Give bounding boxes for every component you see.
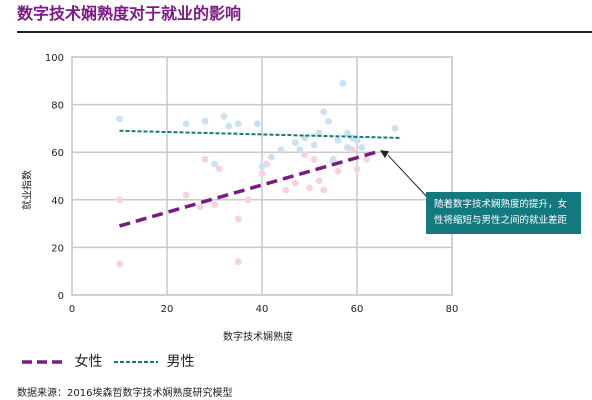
female-data-point: [353, 165, 361, 173]
male-data-point: [253, 120, 261, 128]
y-tick-label: 60: [51, 148, 64, 159]
male-data-point: [315, 129, 323, 137]
y-tick-label: 100: [45, 53, 64, 64]
legend-label-female: 女性: [74, 354, 103, 370]
callout-arrow-head: [380, 150, 389, 159]
male-data-point: [291, 139, 299, 147]
male-data-point: [310, 141, 318, 149]
male-data-point: [344, 129, 351, 137]
male-data-point: [334, 136, 342, 144]
male-data-point: [268, 153, 275, 161]
female-data-point: [320, 186, 328, 194]
male-data-point: [225, 122, 233, 130]
female-data-point: [310, 155, 318, 163]
legend-item-male: 男性: [112, 351, 194, 371]
x-tick-label: 40: [256, 304, 269, 315]
male-trend-line: [119, 129, 400, 139]
male-data-point: [344, 144, 351, 151]
female-data-point: [301, 151, 309, 158]
callout-box: 随着数字技术娴熟度的提升，女性将缩短与男性之间的就业差距: [426, 192, 581, 234]
male-data-point: [116, 115, 123, 123]
female-data-point: [363, 155, 370, 163]
female-data-point: [116, 260, 123, 268]
male-data-point: [277, 146, 285, 154]
y-tick-label: 0: [58, 291, 64, 302]
male-data-point: [201, 117, 209, 125]
male-data-point: [320, 108, 328, 116]
female-data-point: [234, 258, 242, 266]
female-data-point: [334, 167, 342, 175]
female-data-point: [116, 196, 123, 204]
y-tick-label: 20: [51, 243, 64, 254]
male-data-point: [339, 79, 347, 87]
female-data-point: [215, 165, 223, 173]
female-data-point: [315, 177, 323, 185]
legend-swatch-male: [114, 361, 158, 363]
female-trend-line: [119, 150, 377, 228]
male-data-point: [258, 163, 266, 170]
male-data-point: [358, 144, 366, 151]
male-data-point: [220, 113, 228, 120]
x-tick-label: 0: [69, 304, 75, 315]
female-data-point: [291, 179, 299, 187]
female-data-point: [182, 191, 190, 199]
y-tick-label: 80: [51, 101, 64, 112]
x-axis-label: 数字技术娴熟度: [223, 332, 293, 343]
female-data-point: [196, 203, 204, 211]
female-data-point: [244, 196, 252, 204]
female-data-point: [282, 186, 290, 194]
male-data-point: [329, 155, 337, 163]
x-tick-label: 80: [446, 304, 459, 315]
y-axis-label: 就业指数: [22, 170, 34, 210]
female-data-point: [234, 215, 242, 223]
title-divider: [17, 31, 592, 33]
x-tick-label: 60: [351, 304, 364, 315]
callout-arrow-line: [387, 154, 429, 199]
legend-label-male: 男性: [166, 354, 195, 370]
female-data-point: [211, 201, 218, 208]
female-data-point: [306, 184, 313, 192]
female-data-point: [201, 155, 209, 163]
male-data-point: [296, 146, 304, 154]
male-data-point: [353, 136, 361, 144]
x-tick-label: 20: [161, 304, 174, 315]
legend-swatch-female: [22, 360, 66, 364]
male-data-point: [234, 120, 242, 128]
source-note: 数据来源：2016埃森哲数字技术娴熟度研究模型: [17, 388, 233, 399]
y-tick-label: 40: [51, 196, 64, 207]
male-data-point: [211, 160, 218, 168]
male-data-point: [325, 117, 332, 125]
female-data-point: [258, 170, 266, 178]
chart-title: 数字技术娴熟度对于就业的影响: [17, 4, 242, 23]
male-data-point: [391, 124, 399, 132]
legend-item-female: 女性: [20, 351, 102, 371]
male-data-point: [182, 120, 190, 128]
